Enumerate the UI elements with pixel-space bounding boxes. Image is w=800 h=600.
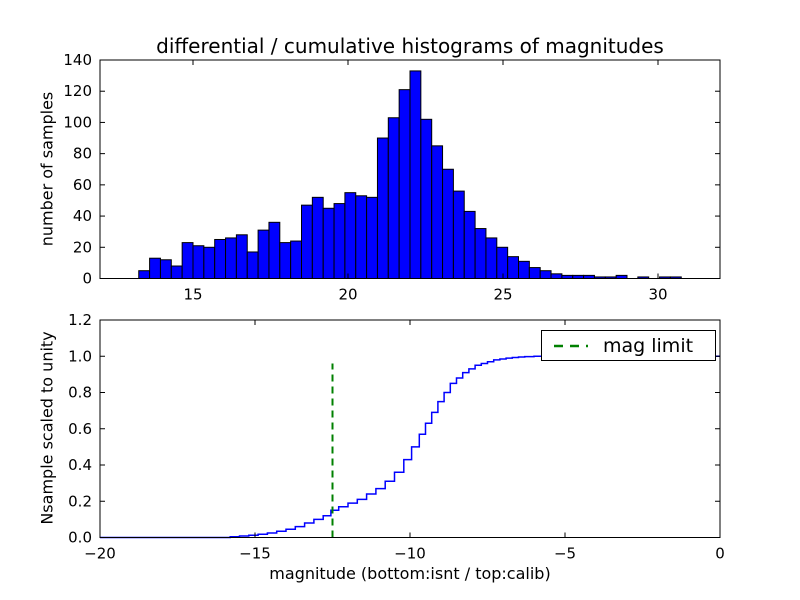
histogram-bar [539, 270, 552, 280]
bottom-axes-ytick-label: 1.2 [68, 311, 92, 329]
bottom-axes-ytick-label: 0.8 [68, 384, 92, 402]
legend-dash-icon [554, 344, 588, 347]
top-axes-ytick-label: 0 [82, 270, 92, 288]
bottom-axes-xtick-label: −10 [394, 545, 426, 563]
histogram-bar [452, 190, 465, 280]
legend-box: mag limit [541, 330, 716, 361]
histogram-bar [290, 240, 302, 280]
histogram-bar [387, 117, 400, 279]
bottom-axes-xtick-label: −5 [554, 545, 576, 563]
histogram-bar [322, 207, 335, 279]
bottom-y-axis-label: Nsample scaled to unity [37, 331, 57, 525]
histogram-bar [344, 192, 357, 280]
histogram-bar [257, 229, 270, 279]
top-axes-ytick-label: 120 [63, 82, 92, 100]
bottom-axes-ytick-label: 0.0 [68, 529, 92, 547]
bottom-axes-tick-labels: −20 −15 −10 −5 0 0.0 0.2 0.4 0.6 0.8 1.0 1.2 [68, 311, 725, 563]
histogram-bar [355, 195, 368, 280]
bottom-axes-ytick-label: 0.2 [68, 492, 92, 510]
top-axes-ytick-label: 20 [73, 238, 92, 256]
histogram-bar [333, 203, 346, 279]
histogram-bar [203, 246, 216, 280]
bottom-axes-ytick-label: 1.0 [68, 347, 92, 365]
top-y-axis-label: number of samples [37, 91, 57, 247]
histogram-bar [268, 221, 281, 279]
figure-title: differential / cumulative histograms of … [156, 34, 664, 58]
histogram-bar [431, 145, 444, 279]
histogram-bar [518, 260, 530, 280]
histogram-bar [420, 118, 433, 279]
top-axes-frame [99, 59, 721, 279]
legend-label: mag limit [603, 334, 694, 357]
top-axes-tick-labels: 15 20 25 30 0 20 40 60 80 100 120 140 [63, 51, 667, 304]
histogram-bar [235, 234, 248, 280]
histogram-bar [398, 89, 411, 280]
histogram-bar [149, 257, 161, 280]
histogram-bar [376, 137, 389, 279]
histogram-bar [192, 245, 205, 280]
histogram-bar [279, 242, 292, 280]
histogram-bar [225, 237, 237, 280]
top-axes-xtick-label: 15 [183, 286, 202, 304]
bottom-axes-ytick-label: 0.6 [68, 420, 92, 438]
top-axes-ytick-label: 40 [73, 207, 92, 225]
top-axes-xtick-label: 20 [338, 286, 357, 304]
bottom-cumulative-axes: −20 −15 −10 −5 0 0.0 0.2 0.4 0.6 0.8 1.0 1.2 [68, 311, 725, 563]
top-axes-ytick-label: 60 [73, 176, 92, 194]
cumulative-step-line [100, 355, 720, 539]
bottom-axes-xtick-label: 0 [715, 545, 725, 563]
histogram-bar [170, 265, 183, 279]
histogram-bar [214, 238, 227, 280]
histogram-bar [528, 267, 541, 280]
histogram-bar [463, 210, 476, 279]
histogram-bar [507, 256, 519, 279]
bottom-x-axis-label: magnitude (bottom:isnt / top:calib) [269, 564, 551, 583]
histogram-bar [311, 196, 324, 279]
top-axes-ytick-label: 100 [63, 113, 92, 131]
histogram-bar [485, 237, 498, 280]
bottom-axes-xtick-label: −20 [84, 545, 116, 563]
top-axes-ytick-label: 80 [73, 145, 92, 163]
histogram-bar [474, 228, 487, 279]
histogram-bar [181, 242, 194, 280]
top-histogram-axes: 15 20 25 30 0 20 40 60 80 100 120 140 [63, 51, 721, 304]
histogram-bar [409, 70, 422, 279]
histogram-bar [442, 168, 454, 279]
top-axes-xtick-label: 25 [493, 286, 512, 304]
top-axes-ytick-label: 140 [63, 51, 92, 69]
bottom-axes-xtick-label: −15 [239, 545, 271, 563]
histogram-bars [138, 70, 682, 280]
histogram-bar [246, 251, 259, 279]
top-axes-xtick-label: 30 [648, 286, 667, 304]
histogram-bar [366, 196, 378, 279]
histogram-bar [550, 273, 563, 280]
histogram-bar [159, 259, 172, 279]
histogram-bar [496, 246, 509, 280]
bottom-axes-ytick-label: 0.4 [68, 456, 92, 474]
histogram-bar [138, 270, 151, 280]
histogram-bar [301, 204, 313, 279]
